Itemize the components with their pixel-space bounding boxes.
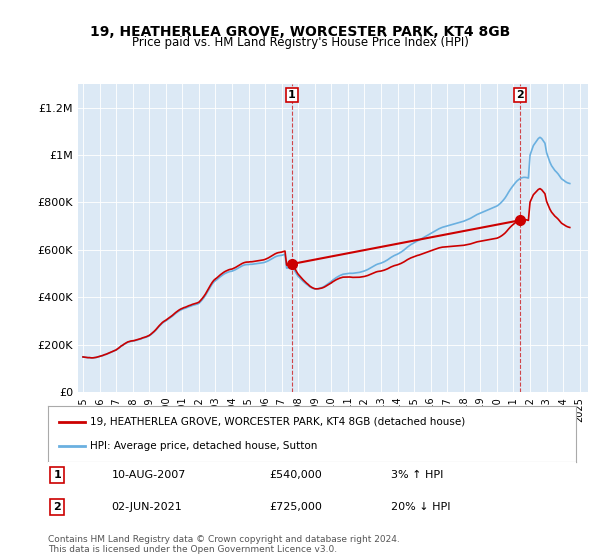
Text: 02-JUN-2021: 02-JUN-2021 xyxy=(112,502,182,512)
Text: £725,000: £725,000 xyxy=(270,502,323,512)
Text: 2: 2 xyxy=(53,502,61,512)
Text: 2: 2 xyxy=(516,90,524,100)
Text: 3% ↑ HPI: 3% ↑ HPI xyxy=(391,470,443,480)
Text: 19, HEATHERLEA GROVE, WORCESTER PARK, KT4 8GB: 19, HEATHERLEA GROVE, WORCESTER PARK, KT… xyxy=(90,25,510,39)
Text: HPI: Average price, detached house, Sutton: HPI: Average price, detached house, Sutt… xyxy=(90,441,317,451)
Text: 1: 1 xyxy=(288,90,295,100)
Text: Contains HM Land Registry data © Crown copyright and database right 2024.
This d: Contains HM Land Registry data © Crown c… xyxy=(48,535,400,554)
Text: 1: 1 xyxy=(53,470,61,480)
Text: Price paid vs. HM Land Registry's House Price Index (HPI): Price paid vs. HM Land Registry's House … xyxy=(131,36,469,49)
Text: 20% ↓ HPI: 20% ↓ HPI xyxy=(391,502,451,512)
Text: £540,000: £540,000 xyxy=(270,470,323,480)
Text: 10-AUG-2007: 10-AUG-2007 xyxy=(112,470,186,480)
Text: 19, HEATHERLEA GROVE, WORCESTER PARK, KT4 8GB (detached house): 19, HEATHERLEA GROVE, WORCESTER PARK, KT… xyxy=(90,417,466,427)
